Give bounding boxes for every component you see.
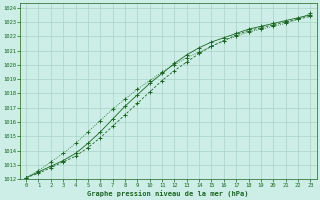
X-axis label: Graphe pression niveau de la mer (hPa): Graphe pression niveau de la mer (hPa) — [87, 190, 249, 197]
